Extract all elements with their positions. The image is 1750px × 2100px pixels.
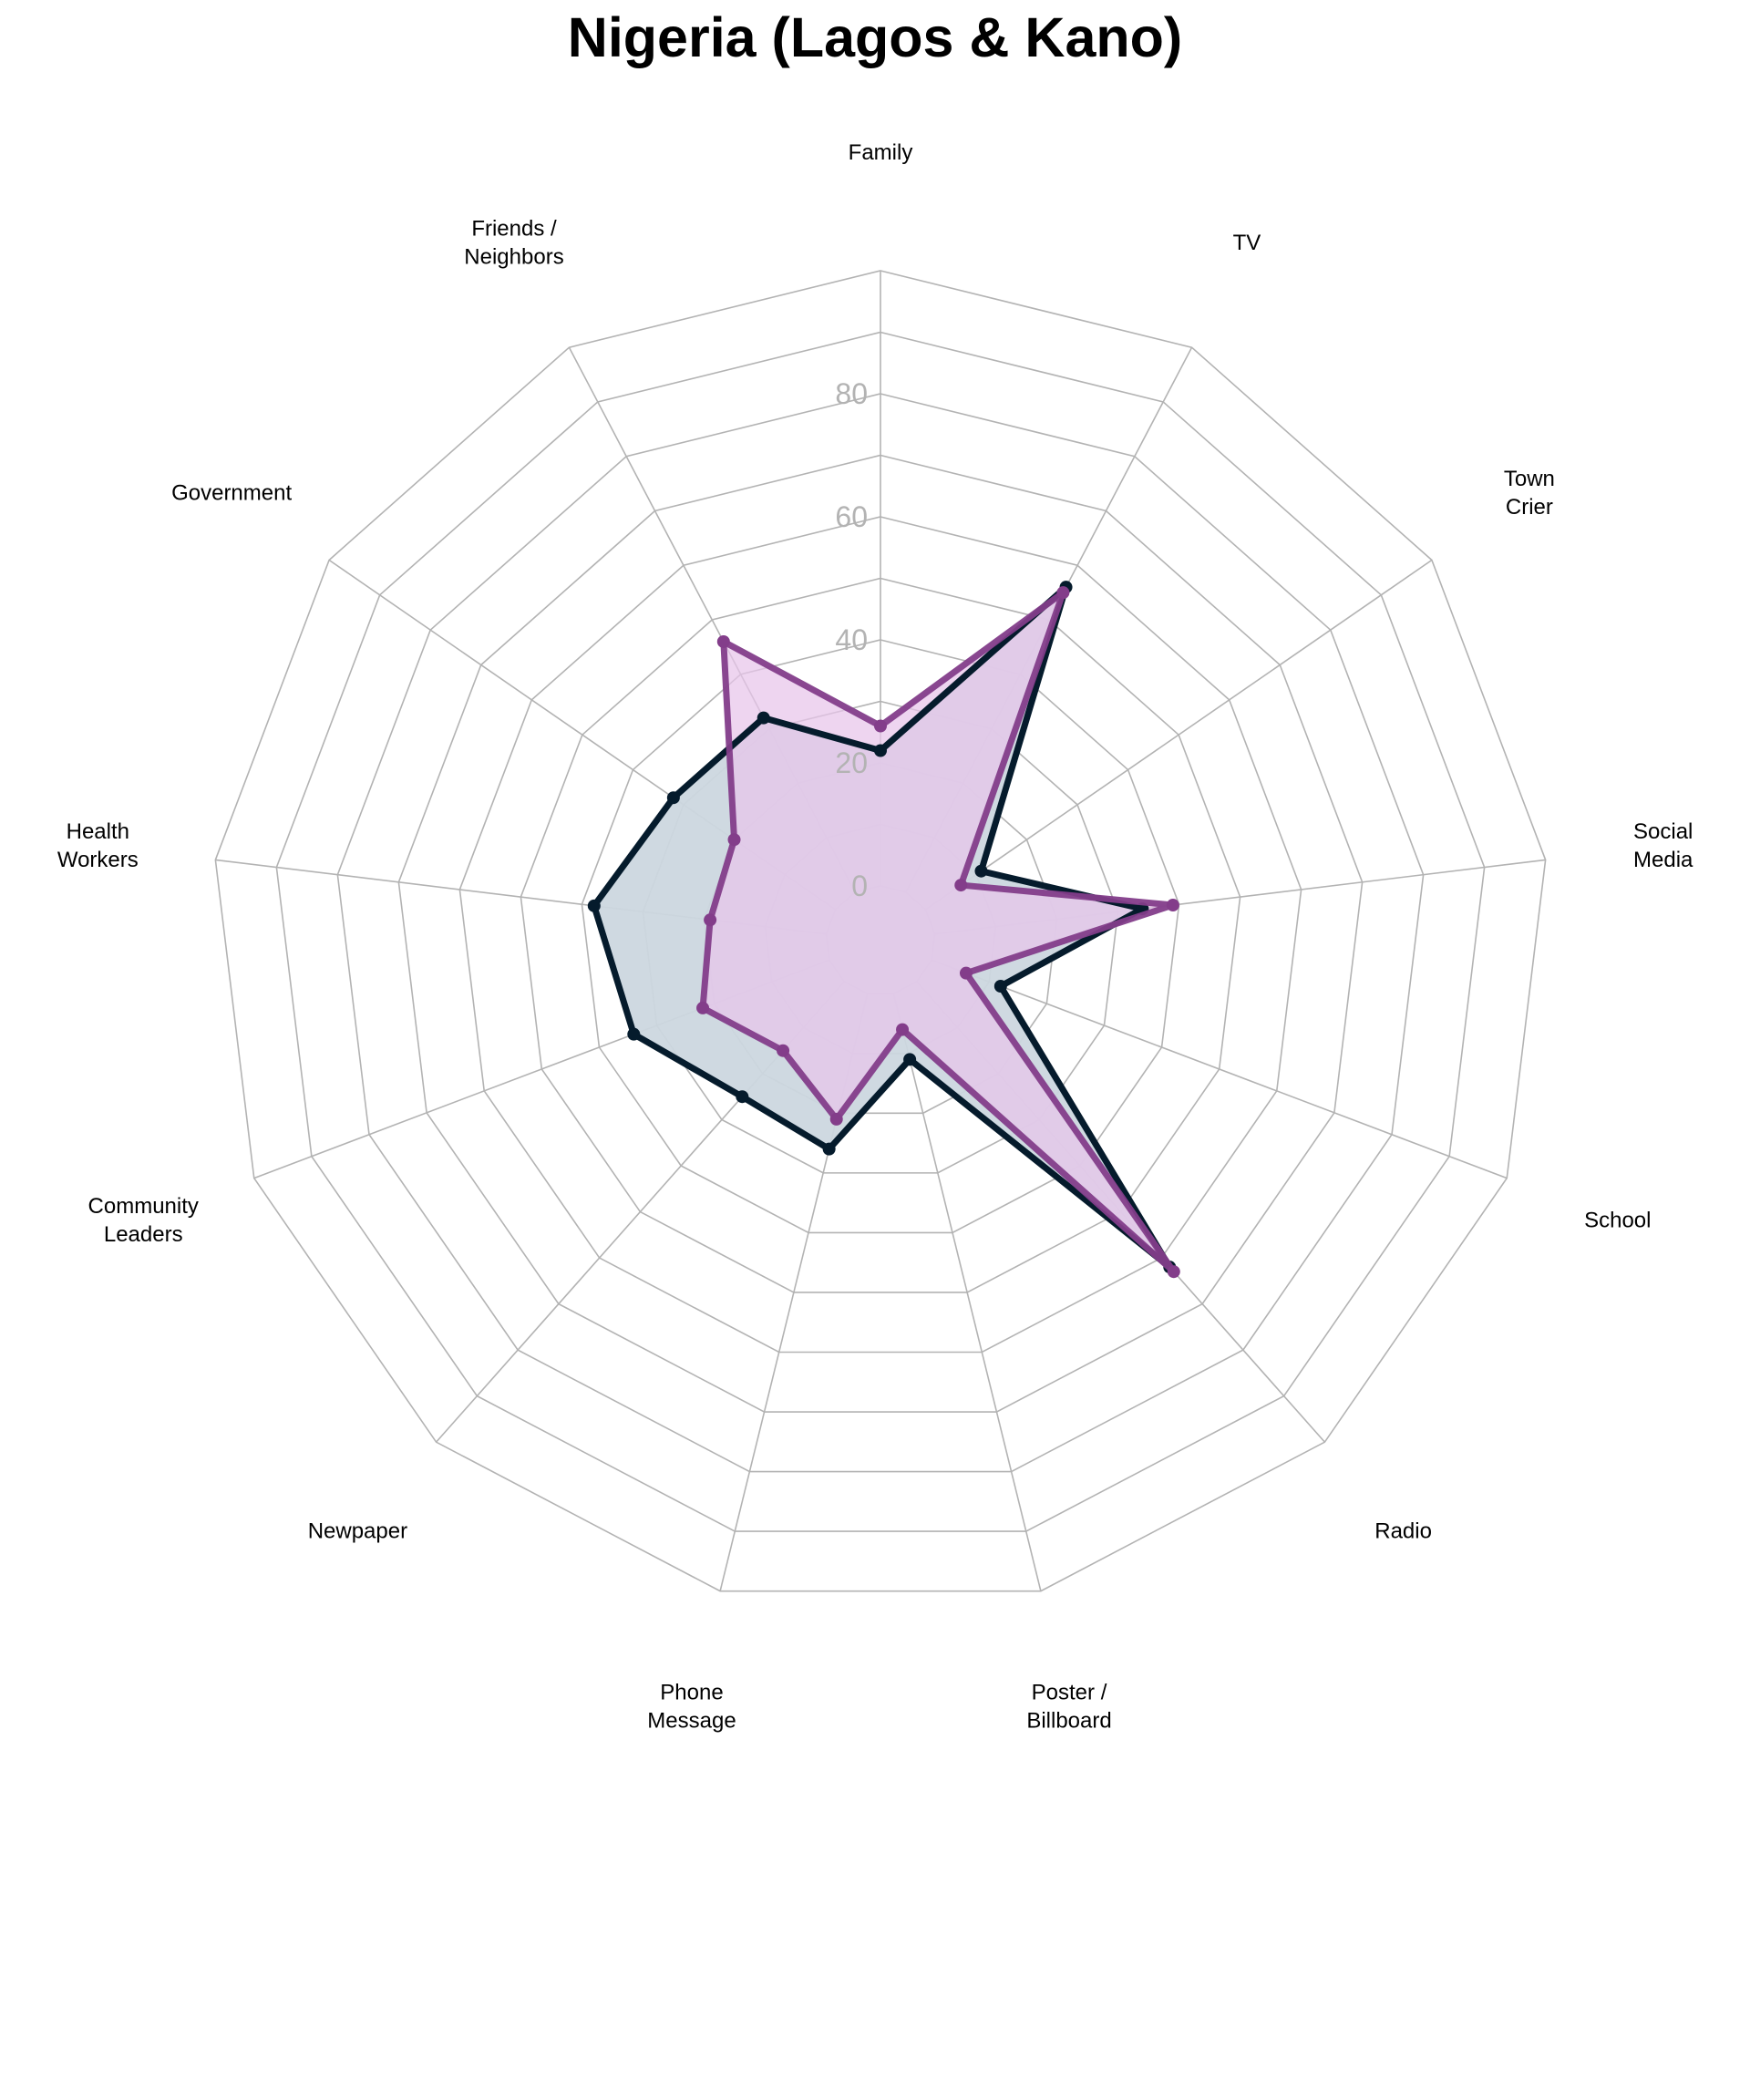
series-1-point-10 [704, 913, 716, 926]
series-1-point-3 [1167, 899, 1179, 911]
series-0-point-0 [874, 745, 887, 757]
series-1-point-6 [896, 1024, 909, 1036]
category-label-11: Government [171, 481, 292, 506]
radial-tick-label-3: 60 [835, 500, 868, 533]
radial-tick-label-4: 80 [835, 377, 868, 410]
series-0-point-10 [588, 900, 601, 912]
series-1-point-9 [696, 1002, 709, 1014]
category-label-2: Town Crier [1504, 467, 1555, 520]
series-0-point-11 [667, 791, 680, 804]
category-label-12: Friends / Neighbors [464, 217, 563, 270]
radial-tick-label-1: 20 [835, 746, 868, 779]
series-0-point-6 [903, 1053, 916, 1065]
series-1-point-2 [954, 879, 967, 891]
category-label-4: School [1584, 1209, 1651, 1233]
radial-tick-label-2: 40 [835, 623, 868, 656]
category-label-1: TV [1233, 231, 1261, 255]
series-0-point-7 [823, 1143, 836, 1156]
series-0-point-12 [757, 712, 770, 725]
series-1-point-11 [728, 833, 741, 846]
series-0-point-2 [974, 865, 987, 878]
radial-tick-label-0: 0 [851, 870, 868, 902]
category-label-0: Family [849, 140, 913, 165]
series-1-point-8 [777, 1045, 789, 1057]
series-0-point-8 [736, 1090, 748, 1103]
series-1-point-0 [874, 720, 887, 733]
series-0-point-9 [627, 1028, 640, 1041]
category-label-8: Newpaper [308, 1518, 407, 1543]
category-label-10: Health Workers [57, 819, 139, 872]
category-label-9: Community Leaders [88, 1194, 199, 1247]
series-1-point-4 [960, 967, 973, 980]
series-1-point-12 [717, 635, 730, 648]
series-1-point-5 [1168, 1265, 1180, 1278]
category-label-5: Radio [1374, 1518, 1432, 1543]
series-1-point-1 [1056, 586, 1069, 599]
category-label-6: Poster / Billboard [1026, 1680, 1111, 1733]
series-0-point-4 [994, 980, 1007, 993]
category-label-7: Phone Message [647, 1680, 736, 1733]
series-1-point-7 [830, 1113, 843, 1126]
chart-title: Nigeria (Lagos & Kano) [568, 6, 1182, 68]
category-label-3: Social Media [1633, 819, 1693, 872]
